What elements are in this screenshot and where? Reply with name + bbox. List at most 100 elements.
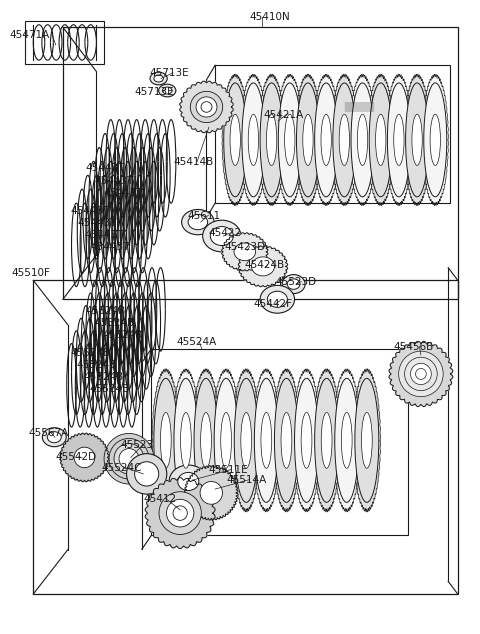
Polygon shape [293, 369, 320, 512]
Ellipse shape [275, 378, 299, 502]
Ellipse shape [252, 257, 275, 276]
Ellipse shape [167, 500, 194, 527]
Ellipse shape [387, 83, 410, 197]
Text: 45443T: 45443T [77, 217, 117, 228]
Ellipse shape [369, 83, 392, 197]
Polygon shape [184, 465, 238, 520]
Ellipse shape [201, 413, 211, 469]
Ellipse shape [119, 449, 139, 469]
Ellipse shape [402, 354, 440, 394]
Text: 45611: 45611 [187, 210, 220, 221]
Polygon shape [222, 233, 268, 271]
Text: 45524B: 45524B [103, 330, 143, 340]
Ellipse shape [109, 439, 149, 479]
Ellipse shape [410, 363, 432, 385]
Polygon shape [152, 369, 180, 512]
Polygon shape [333, 369, 360, 512]
Polygon shape [331, 74, 358, 205]
Ellipse shape [248, 114, 259, 165]
Ellipse shape [288, 279, 300, 289]
Text: 45524B: 45524B [70, 348, 110, 358]
Polygon shape [295, 74, 321, 205]
Text: 45514A: 45514A [227, 476, 267, 485]
Polygon shape [212, 369, 240, 512]
Ellipse shape [295, 378, 319, 502]
Ellipse shape [178, 472, 199, 491]
Text: 45524B: 45524B [94, 318, 134, 328]
Polygon shape [252, 369, 280, 512]
Ellipse shape [394, 114, 404, 165]
Polygon shape [240, 74, 267, 205]
Ellipse shape [201, 101, 212, 112]
Ellipse shape [267, 291, 288, 307]
Polygon shape [273, 369, 300, 512]
Ellipse shape [335, 378, 359, 502]
Ellipse shape [260, 83, 283, 197]
Text: 45442F: 45442F [253, 299, 292, 309]
Ellipse shape [154, 378, 178, 502]
Text: 45421A: 45421A [263, 110, 303, 120]
Ellipse shape [355, 378, 379, 502]
Ellipse shape [341, 413, 352, 469]
Polygon shape [368, 74, 394, 205]
Polygon shape [238, 246, 288, 287]
Text: 45510F: 45510F [11, 268, 50, 278]
Text: 45443T: 45443T [86, 164, 125, 173]
Polygon shape [172, 369, 200, 512]
Ellipse shape [333, 83, 356, 197]
Polygon shape [345, 105, 374, 110]
Ellipse shape [281, 413, 292, 469]
Ellipse shape [158, 84, 176, 97]
Polygon shape [180, 81, 233, 133]
Text: 45471A: 45471A [9, 30, 49, 41]
Ellipse shape [412, 114, 422, 165]
Text: 45523D: 45523D [276, 277, 317, 287]
Ellipse shape [163, 87, 172, 94]
Ellipse shape [42, 428, 66, 447]
Ellipse shape [260, 285, 295, 313]
Ellipse shape [315, 378, 338, 502]
Polygon shape [422, 74, 448, 205]
Ellipse shape [114, 444, 144, 474]
Ellipse shape [375, 114, 386, 165]
Text: 45456B: 45456B [393, 342, 433, 353]
Text: 45524B: 45524B [76, 360, 117, 370]
Polygon shape [206, 102, 345, 112]
Text: 45567A: 45567A [28, 429, 69, 438]
Ellipse shape [221, 413, 231, 469]
Text: 45524B: 45524B [86, 306, 126, 316]
Text: 45422: 45422 [209, 228, 242, 238]
Text: 45524B: 45524B [83, 372, 123, 382]
Ellipse shape [285, 114, 295, 165]
Ellipse shape [242, 83, 265, 197]
Ellipse shape [180, 413, 192, 469]
Ellipse shape [169, 465, 207, 498]
Ellipse shape [406, 83, 429, 197]
Ellipse shape [196, 97, 217, 117]
Text: 45523: 45523 [120, 440, 154, 450]
Polygon shape [349, 74, 376, 205]
Text: 45423D: 45423D [225, 242, 266, 252]
Ellipse shape [282, 275, 305, 294]
Ellipse shape [160, 413, 171, 469]
Ellipse shape [416, 368, 426, 379]
Text: 45713E: 45713E [135, 87, 174, 98]
Ellipse shape [173, 506, 187, 521]
Polygon shape [385, 74, 412, 205]
Text: 45524C: 45524C [101, 463, 142, 472]
Ellipse shape [357, 114, 368, 165]
Ellipse shape [301, 413, 312, 469]
Ellipse shape [214, 378, 238, 502]
Ellipse shape [74, 447, 95, 468]
Text: 45443T: 45443T [103, 188, 143, 198]
Ellipse shape [150, 72, 167, 85]
Text: 45410N: 45410N [250, 11, 290, 22]
Ellipse shape [191, 91, 223, 122]
Ellipse shape [188, 214, 208, 230]
Ellipse shape [48, 432, 61, 443]
Text: 45524B: 45524B [90, 384, 130, 394]
Ellipse shape [266, 114, 277, 165]
Ellipse shape [303, 114, 313, 165]
Text: 45443T: 45443T [84, 230, 123, 240]
Polygon shape [60, 433, 109, 482]
